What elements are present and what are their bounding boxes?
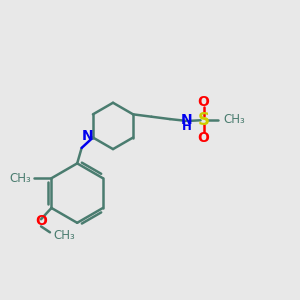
Text: O: O: [198, 94, 209, 109]
Text: O: O: [35, 214, 47, 228]
Text: N: N: [82, 129, 93, 143]
Text: O: O: [198, 131, 209, 145]
Text: CH₃: CH₃: [10, 172, 31, 185]
Text: CH₃: CH₃: [224, 113, 245, 126]
Text: N: N: [181, 113, 193, 127]
Text: S: S: [197, 111, 209, 129]
Text: CH₃: CH₃: [53, 229, 75, 242]
Text: H: H: [182, 120, 192, 133]
